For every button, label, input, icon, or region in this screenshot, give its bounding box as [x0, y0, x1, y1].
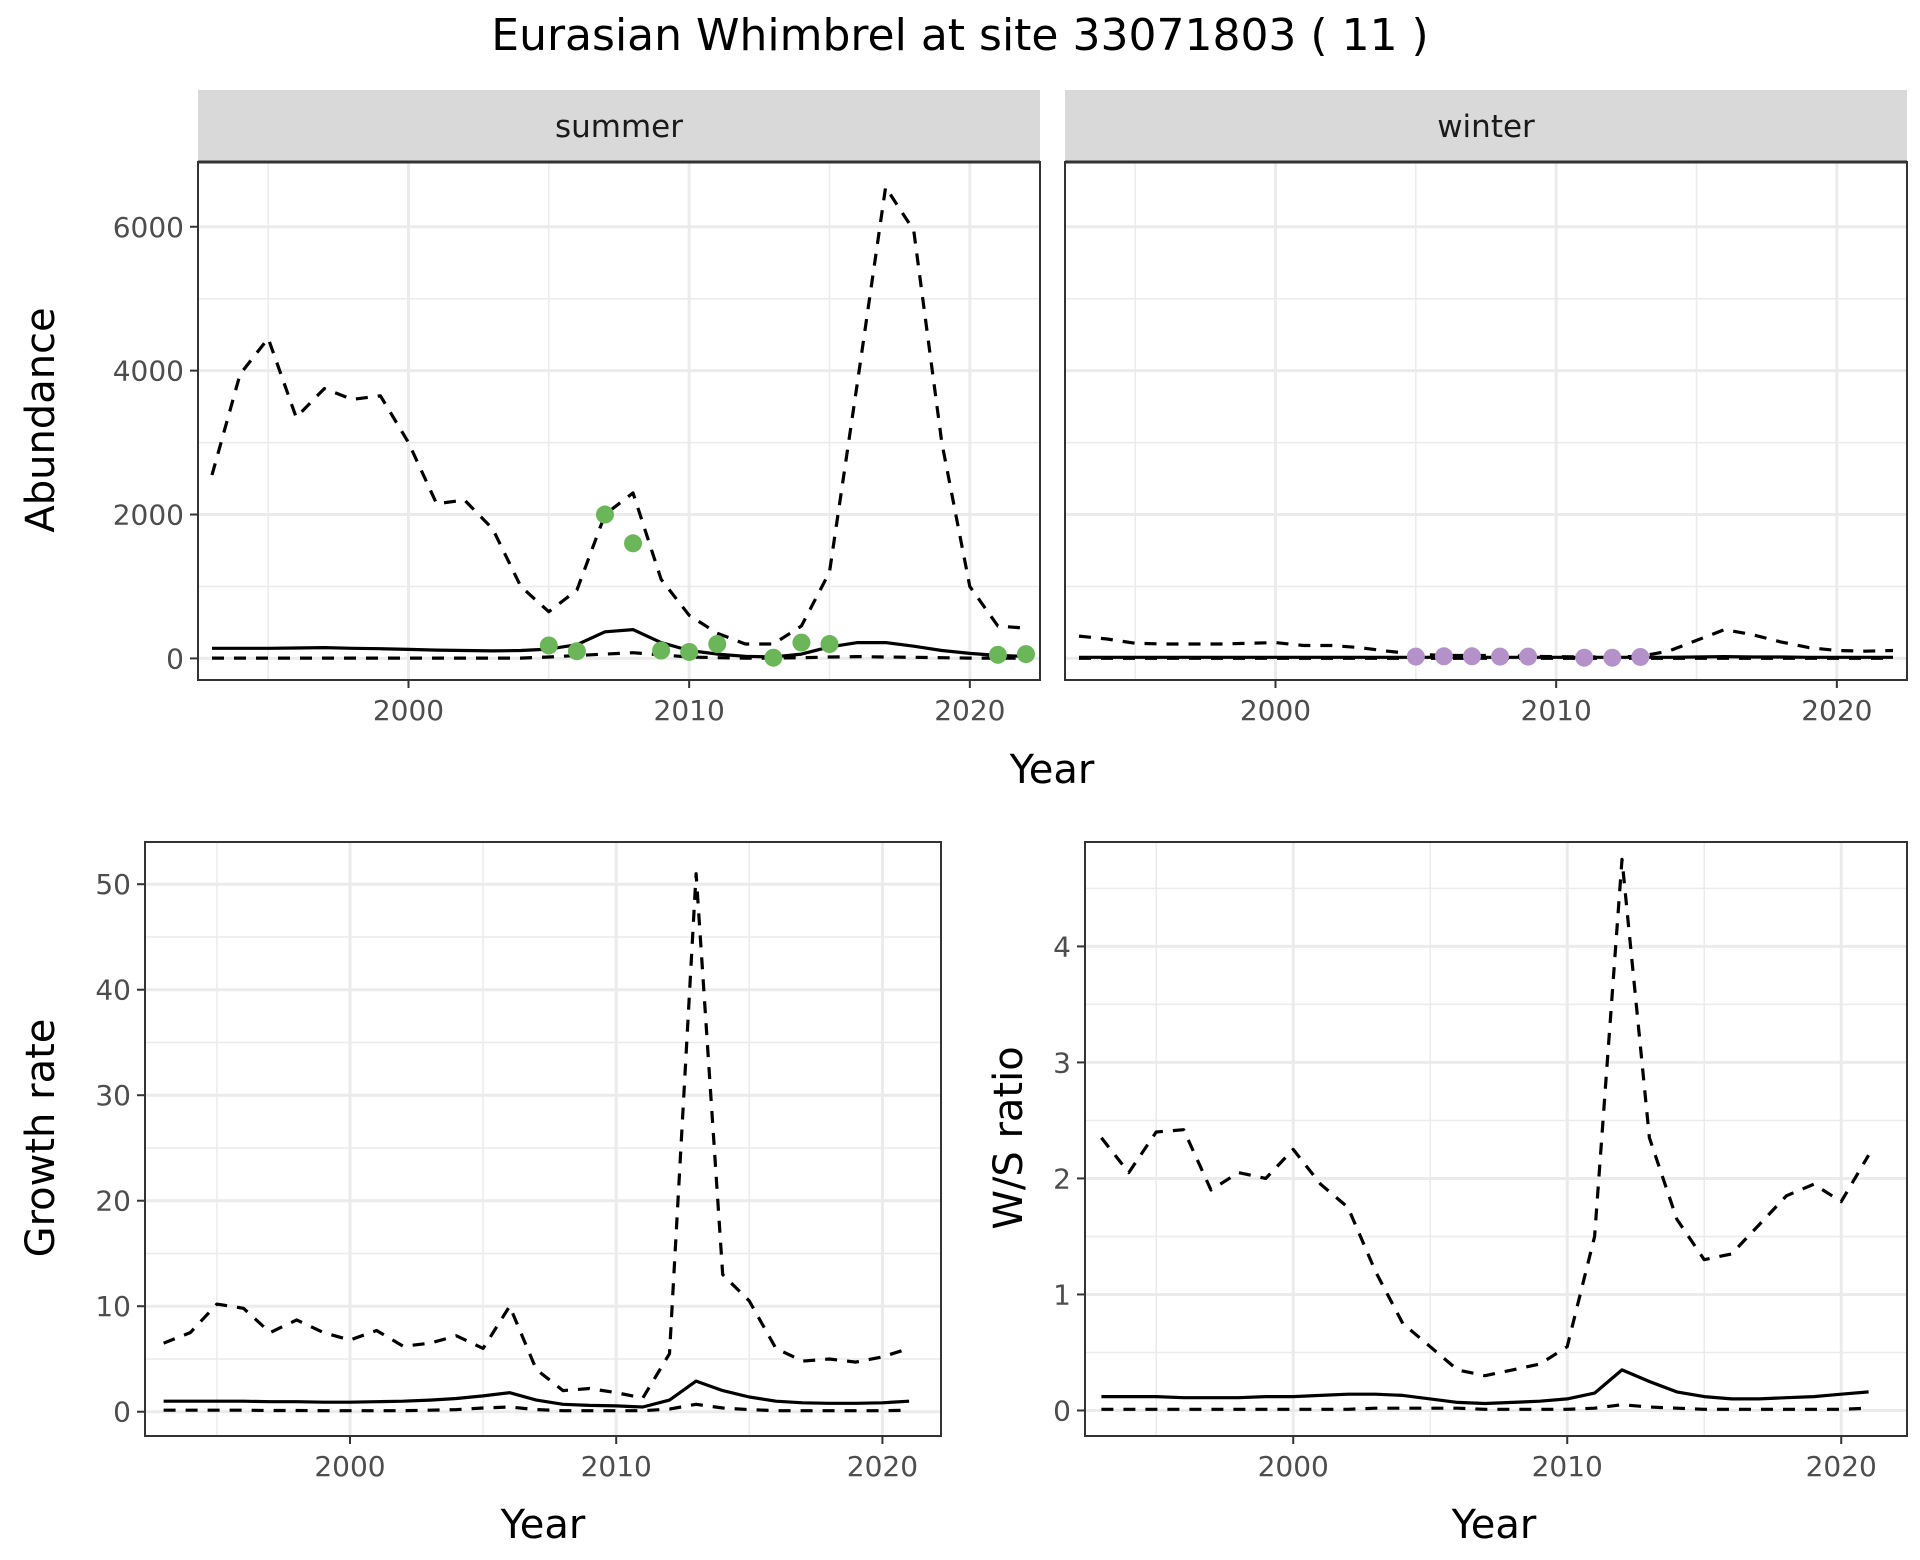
- y-tick-label: 2: [1053, 1162, 1071, 1195]
- panel-background: [145, 842, 941, 1436]
- y-tick-label: 4000: [113, 355, 184, 388]
- data-point: [539, 636, 558, 655]
- data-point: [1575, 648, 1594, 667]
- data-point: [1434, 647, 1453, 666]
- data-point: [820, 635, 839, 654]
- y-axis-label-abundance: Abundance: [18, 307, 64, 532]
- strip-label-winter: winter: [1437, 109, 1535, 145]
- x-axis-label-ws: Year: [1451, 1502, 1537, 1548]
- x-tick-label: 2000: [314, 1450, 385, 1483]
- series-line-lower-dashed: [163, 1402, 910, 1413]
- data-point: [652, 641, 671, 660]
- data-point: [708, 635, 727, 654]
- data-point: [1519, 647, 1538, 666]
- series-line-lower-dashed: [1101, 1403, 1869, 1411]
- y-tick-label: 30: [95, 1079, 131, 1112]
- grid: [1065, 162, 1907, 680]
- grid: [145, 842, 941, 1436]
- grid: [198, 162, 1040, 680]
- data-point: [1406, 647, 1425, 666]
- panel-growth-rate: Growth rate Year 2000 2010 2020 0 10 20 30 40 50: [18, 841, 942, 1548]
- y-axis-label-ws-ratio: W/S ratio: [986, 1046, 1032, 1229]
- y-tick-label: 3: [1053, 1046, 1071, 1079]
- data-point: [1491, 647, 1510, 666]
- data-point: [764, 648, 783, 667]
- y-tick-label: 50: [95, 868, 131, 901]
- x-tick-label: 2000: [1240, 694, 1311, 727]
- panel-background: [198, 162, 1040, 680]
- y-tick-label: 40: [95, 974, 131, 1007]
- x-axis-label-growth: Year: [500, 1502, 586, 1548]
- y-tick-label: 2000: [113, 499, 184, 532]
- panel-border: [144, 841, 942, 1437]
- data-point: [595, 505, 614, 524]
- data-point: [624, 534, 643, 553]
- y-tick-label: 1: [1053, 1278, 1071, 1311]
- y-axis-label-growth-rate: Growth rate: [18, 1019, 64, 1258]
- data-point: [680, 642, 699, 661]
- series-line-upper-dashed: [210, 185, 1027, 646]
- data-point: [1631, 647, 1650, 666]
- data-point: [567, 642, 586, 661]
- series-line-upper-dashed: [1078, 628, 1894, 659]
- x-tick-label: 2020: [847, 1450, 918, 1483]
- strip-label-summer: summer: [555, 109, 683, 145]
- panel-border: [1064, 161, 1908, 681]
- y-tick-label: 0: [166, 642, 184, 675]
- x-tick-label: 2020: [934, 694, 1005, 727]
- y-tick-label: 0: [1053, 1394, 1071, 1427]
- y-tick-label: 4: [1053, 930, 1071, 963]
- data-point: [1462, 647, 1481, 666]
- x-tick-label: 2000: [1258, 1450, 1329, 1483]
- x-axis-label-top: Year: [1009, 747, 1095, 793]
- x-tick-label: 2010: [1521, 694, 1592, 727]
- series-line-upper-dashed: [1100, 857, 1870, 1378]
- strip-winter: [1065, 90, 1907, 162]
- data-point: [792, 633, 811, 652]
- figure-title: Eurasian Whimbrel at site 33071803 ( 11 …: [491, 10, 1428, 61]
- data-point: [988, 645, 1007, 664]
- panel-border: [197, 161, 1041, 681]
- series-line-median-solid: [212, 628, 1027, 659]
- series-line-upper-dashed: [163, 872, 910, 1400]
- x-tick-label: 2000: [373, 694, 444, 727]
- x-tick-label: 2010: [654, 694, 725, 727]
- y-tick-label: 10: [95, 1290, 131, 1323]
- series-line-median-solid: [1101, 1368, 1869, 1406]
- panel-abundance-summer: summer Abundance 2000 2010 2020 0 2000 4000 60…: [18, 90, 1041, 727]
- panel-background: [1085, 842, 1907, 1436]
- y-tick-label: 20: [95, 1185, 131, 1218]
- series-line-median-solid: [163, 1379, 910, 1409]
- strip-summer: [198, 90, 1040, 162]
- grid: [1085, 842, 1907, 1436]
- data-point: [1603, 648, 1622, 667]
- x-tick-label: 2010: [581, 1450, 652, 1483]
- x-tick-label: 2020: [1806, 1450, 1877, 1483]
- series-line-lower-dashed: [212, 651, 1026, 660]
- panel-ws-ratio: W/S ratio Year 2000 2010 2020 0 1 2 3 4: [986, 841, 1908, 1548]
- x-tick-label: 2020: [1801, 694, 1872, 727]
- y-tick-label: 0: [113, 1396, 131, 1429]
- panel-abundance-winter: winter 2000 2010 2020: [1064, 90, 1908, 727]
- panel-background: [1065, 162, 1907, 680]
- y-tick-label: 6000: [113, 211, 184, 244]
- data-point: [1016, 645, 1035, 664]
- panel-border: [1084, 841, 1908, 1437]
- x-tick-label: 2010: [1532, 1450, 1603, 1483]
